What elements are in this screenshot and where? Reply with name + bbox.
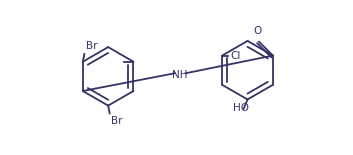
Text: Br: Br [86,41,97,51]
Text: Cl: Cl [230,51,240,61]
Text: NH: NH [172,70,187,80]
Text: Br: Br [111,116,123,126]
Text: O: O [253,26,262,36]
Text: HO: HO [233,103,249,113]
